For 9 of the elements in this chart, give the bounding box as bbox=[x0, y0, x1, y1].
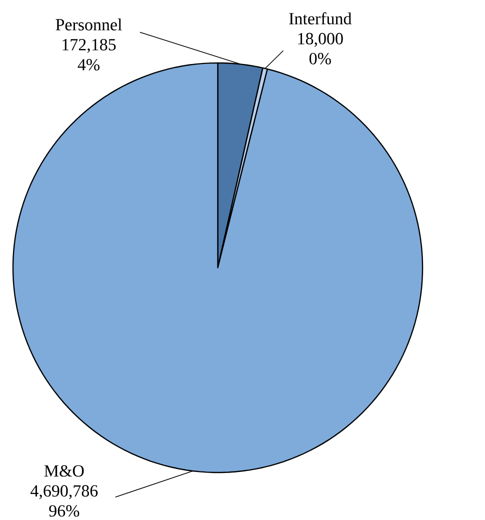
slice-label: Interfund bbox=[288, 12, 352, 24]
text: 4% bbox=[78, 58, 100, 70]
slice-label: Personnel bbox=[56, 18, 122, 30]
text: 0% bbox=[309, 52, 331, 64]
slice-label: M&O bbox=[44, 465, 84, 477]
data-label: 4,690,786 bbox=[30, 485, 98, 500]
text: 96% bbox=[48, 505, 79, 517]
data-label: 172,185 bbox=[62, 38, 116, 53]
data-label: 18,000 bbox=[298, 32, 343, 47]
